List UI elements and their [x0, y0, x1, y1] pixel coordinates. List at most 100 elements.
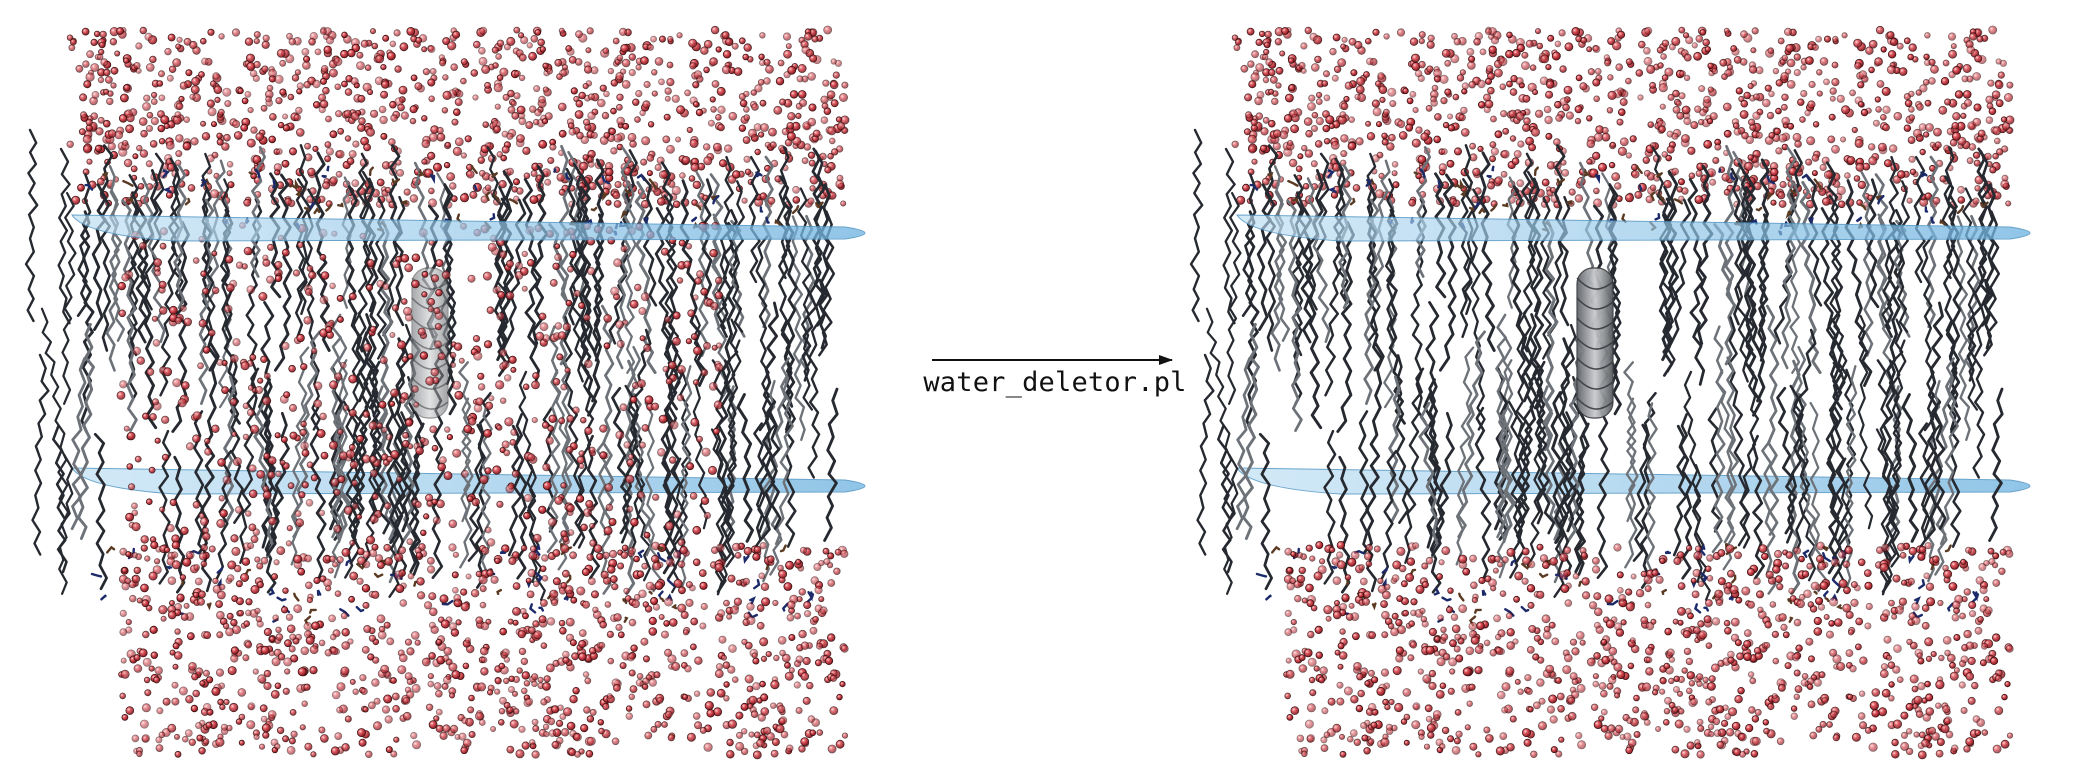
internal-water-molecule [151, 398, 160, 406]
headgroup [534, 571, 542, 578]
water-molecule [364, 64, 372, 71]
water-molecule [367, 701, 376, 710]
water-molecule [1290, 124, 1299, 134]
headgroup [303, 206, 310, 212]
internal-water-molecule [437, 352, 446, 361]
water-molecule [91, 91, 100, 99]
water-molecule [1285, 669, 1295, 679]
water-molecule [215, 737, 225, 747]
water-molecule [542, 682, 551, 691]
water-molecule [1778, 200, 1787, 208]
water-molecule [452, 586, 459, 594]
internal-water-molecule [180, 526, 189, 535]
headgroup [1578, 580, 1583, 587]
water-molecule [721, 31, 730, 40]
lipid-tail [755, 235, 770, 432]
water-molecule [727, 665, 736, 674]
internal-water-molecule [119, 380, 128, 389]
water-molecule [681, 156, 691, 165]
internal-water-molecule [310, 347, 318, 355]
water-molecule [819, 606, 828, 615]
water-molecule [398, 653, 408, 663]
water-molecule [809, 185, 816, 192]
water-molecule [568, 127, 577, 136]
water-molecule [132, 153, 139, 160]
water-molecule [779, 98, 787, 106]
water-molecule [1306, 703, 1316, 713]
water-molecule [130, 165, 138, 173]
water-molecule [347, 48, 356, 58]
internal-water-molecule [660, 247, 669, 256]
water-molecule [1824, 35, 1832, 43]
water-molecule [199, 552, 208, 561]
top-water-layer [1231, 25, 2015, 209]
headgroup [1654, 213, 1661, 221]
water-molecule [1683, 117, 1692, 126]
water-molecule [717, 609, 726, 618]
water-molecule [1685, 36, 1694, 45]
water-molecule [725, 38, 734, 47]
water-molecule [611, 737, 620, 746]
water-molecule [151, 91, 158, 99]
water-molecule [711, 80, 720, 88]
lipid-tail [159, 165, 181, 397]
water-molecule [607, 657, 615, 665]
water-molecule [297, 667, 307, 677]
internal-water-molecule [369, 514, 379, 524]
water-molecule [498, 179, 507, 189]
water-molecule [1678, 26, 1686, 34]
water-molecule [1830, 557, 1840, 567]
water-molecule [512, 551, 520, 559]
water-molecule [507, 686, 515, 694]
internal-water-molecule [158, 280, 167, 289]
water-molecule [778, 716, 788, 725]
internal-water-molecule [366, 258, 375, 267]
water-molecule [167, 610, 177, 620]
water-molecule [289, 633, 297, 641]
internal-water-molecule [690, 417, 700, 427]
lipid-tail [1495, 313, 1507, 539]
water-molecule [654, 720, 662, 728]
water-molecule [281, 159, 290, 168]
water-molecule [450, 63, 459, 71]
headgroup [1855, 216, 1863, 223]
water-molecule [699, 622, 707, 630]
water-molecule [1709, 178, 1717, 186]
lipid-tail [1532, 364, 1556, 535]
internal-water-molecule [192, 500, 201, 509]
water-molecule [654, 57, 664, 66]
lipid-tail [1972, 278, 1990, 479]
internal-water-molecule [131, 509, 139, 517]
internal-water-molecule [521, 285, 528, 292]
headgroup [620, 210, 628, 219]
water-molecule [1247, 60, 1255, 68]
water-molecule [1882, 105, 1891, 114]
water-molecule [106, 97, 114, 106]
water-molecule [282, 735, 290, 743]
water-molecule [376, 178, 385, 187]
water-molecule [336, 706, 344, 714]
water-molecule [332, 561, 339, 568]
water-molecule [1306, 734, 1315, 743]
water-molecule [1442, 121, 1450, 129]
internal-water-molecule [602, 551, 610, 560]
water-molecule [435, 638, 442, 646]
water-molecule [661, 630, 670, 639]
water-molecule [1643, 56, 1653, 66]
water-molecule [1454, 147, 1463, 156]
water-molecule [600, 570, 609, 579]
internal-water-molecule [580, 417, 587, 424]
water-molecule [654, 163, 662, 172]
water-molecule [421, 139, 431, 149]
water-molecule [479, 26, 488, 35]
water-molecule [123, 158, 133, 168]
internal-water-molecule [260, 355, 268, 363]
water-molecule [1698, 85, 1706, 93]
water-molecule [250, 126, 258, 134]
water-molecule [1823, 614, 1830, 621]
water-molecule [263, 681, 272, 691]
water-molecule [821, 102, 829, 110]
water-molecule [1786, 80, 1796, 89]
water-molecule [1261, 53, 1269, 61]
lipid-tail [1825, 400, 1842, 580]
